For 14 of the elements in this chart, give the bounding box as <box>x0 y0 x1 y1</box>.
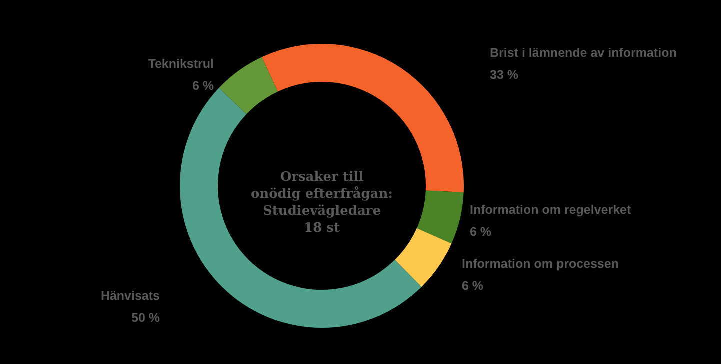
slice-label: Teknikstrul <box>148 57 214 71</box>
data-label: 50 % <box>132 311 160 325</box>
slice-label: Information om regelverket <box>470 203 632 217</box>
donut-slice <box>395 228 452 288</box>
donut-slice <box>417 190 464 244</box>
data-label: 6 % <box>470 225 492 239</box>
text: Orsaker till onödig efterfrågan: Studievägledare 18 st <box>250 170 394 236</box>
data-label: 33 % <box>490 68 518 82</box>
data-label: 6 % <box>192 79 214 93</box>
slice-label: Information om processen <box>462 257 619 271</box>
slice-label: Brist i lämnende av information <box>490 46 677 60</box>
data-label: 6 % <box>462 279 484 293</box>
donut-slice <box>219 57 278 114</box>
slice-label: Hänvisats <box>100 289 160 303</box>
